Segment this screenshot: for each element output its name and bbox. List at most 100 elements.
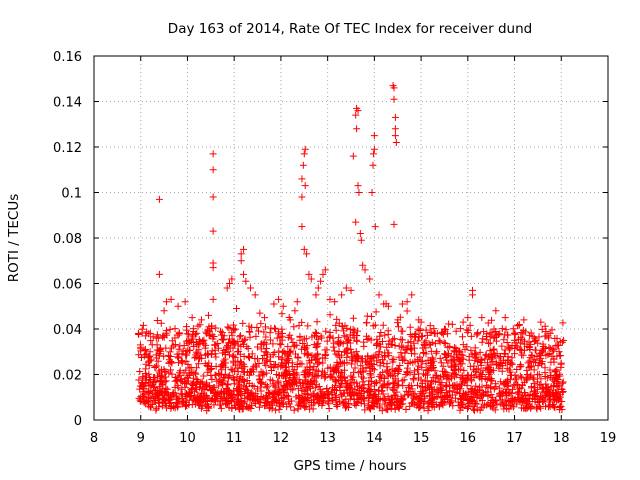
- data-point: [314, 350, 322, 358]
- data-point: [280, 347, 288, 355]
- data-point: [506, 361, 514, 369]
- data-point: [390, 391, 398, 399]
- data-point: [418, 332, 426, 340]
- data-point: [167, 404, 175, 412]
- data-point: [386, 400, 394, 408]
- data-point: [395, 342, 403, 350]
- data-point: [464, 395, 472, 403]
- data-point: [167, 295, 175, 303]
- data-point: [389, 358, 397, 366]
- y-tick-label: 0.08: [53, 232, 82, 247]
- data-point: [152, 406, 160, 414]
- data-point: [393, 401, 401, 409]
- data-point: [136, 368, 144, 376]
- data-point: [193, 385, 200, 393]
- data-point: [327, 372, 335, 380]
- data-point: [401, 356, 409, 364]
- data-point: [438, 393, 446, 401]
- data-point: [372, 341, 380, 349]
- data-point: [553, 375, 561, 383]
- x-tick-label: 15: [413, 431, 430, 446]
- data-point: [322, 350, 330, 358]
- data-point: [332, 368, 340, 376]
- data-point: [228, 275, 236, 283]
- data-point: [375, 350, 383, 358]
- data-point: [274, 363, 282, 371]
- data-point: [162, 401, 170, 409]
- data-point: [404, 360, 412, 368]
- data-point: [334, 339, 342, 347]
- data-point: [156, 382, 164, 390]
- data-point: [497, 392, 505, 400]
- data-point: [251, 355, 259, 363]
- data-point: [301, 182, 309, 190]
- data-point: [366, 404, 374, 412]
- data-point: [549, 376, 557, 384]
- data-point: [198, 378, 206, 386]
- data-point: [314, 284, 322, 292]
- data-point: [369, 150, 377, 158]
- data-point: [430, 357, 438, 365]
- data-point: [511, 371, 519, 379]
- data-point: [376, 377, 384, 385]
- x-axis-label: GPS time / hours: [293, 458, 406, 474]
- data-point: [162, 377, 170, 385]
- data-point: [154, 334, 162, 342]
- data-point: [342, 284, 350, 292]
- data-point: [242, 277, 250, 285]
- data-point: [354, 390, 362, 398]
- data-point: [501, 314, 509, 322]
- data-point: [510, 381, 518, 389]
- data-point: [434, 393, 442, 401]
- data-point: [165, 356, 173, 364]
- data-point: [183, 330, 191, 338]
- data-point: [240, 336, 248, 344]
- data-point: [255, 360, 263, 368]
- data-point: [390, 95, 398, 103]
- data-point: [556, 372, 564, 380]
- data-point: [219, 349, 227, 357]
- grid-lines: [94, 56, 608, 420]
- data-point: [436, 354, 444, 362]
- data-point: [417, 398, 425, 406]
- data-point: [503, 339, 511, 347]
- data-point: [270, 389, 278, 397]
- data-point: [234, 387, 242, 395]
- data-point: [294, 385, 302, 393]
- data-point: [319, 270, 327, 278]
- data-point: [320, 397, 328, 405]
- data-point: [373, 335, 381, 343]
- data-point: [255, 327, 263, 335]
- data-point: [266, 329, 274, 337]
- data-point: [365, 358, 373, 366]
- data-point: [474, 330, 482, 338]
- data-point: [424, 407, 432, 415]
- data-point: [160, 307, 168, 315]
- data-point: [196, 402, 204, 410]
- data-point: [459, 378, 467, 386]
- data-point: [464, 388, 472, 396]
- data-point: [237, 332, 245, 340]
- data-point: [167, 358, 175, 366]
- data-point: [465, 399, 473, 407]
- data-point: [508, 354, 516, 362]
- data-point: [370, 132, 378, 140]
- data-point: [209, 166, 217, 174]
- data-point: [553, 334, 561, 342]
- data-point: [298, 193, 306, 201]
- data-point: [208, 376, 216, 384]
- data-point: [382, 300, 390, 308]
- data-point: [258, 354, 266, 362]
- data-point: [193, 341, 201, 349]
- data-point: [306, 378, 314, 386]
- data-point: [388, 365, 396, 373]
- data-point: [484, 392, 492, 400]
- data-point: [519, 392, 527, 400]
- data-point: [321, 266, 329, 274]
- data-point: [203, 407, 211, 415]
- data-point: [438, 329, 446, 337]
- data-point: [439, 401, 447, 409]
- data-point: [338, 376, 346, 384]
- data-point: [391, 341, 399, 349]
- data-point: [173, 376, 181, 384]
